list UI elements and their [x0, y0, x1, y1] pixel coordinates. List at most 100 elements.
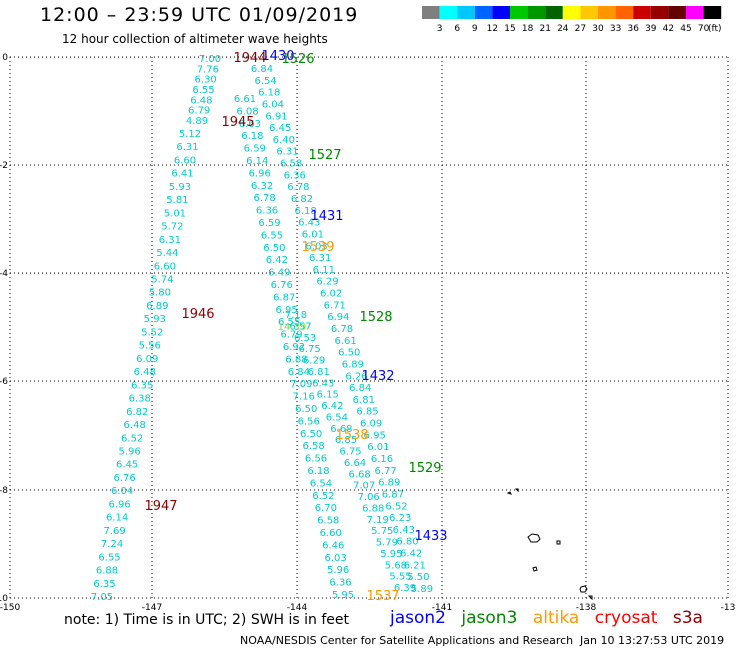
colorbar-swatch — [580, 6, 598, 19]
x-tick-label: -13 — [721, 603, 736, 610]
colorbar-label: 24 — [557, 24, 569, 34]
swh-value: 6.15 — [317, 390, 339, 401]
swh-value: 6.91 — [265, 111, 287, 122]
colorbar-label: 45 — [680, 24, 691, 34]
swh-value: 6.48 — [190, 95, 212, 106]
map-title: 12:00 – 23:59 UTC 01/09/2019 — [40, 4, 359, 26]
swh-value: 6.68 — [330, 424, 352, 435]
swh-value: 6.50 — [300, 429, 322, 440]
swh-value: 6.79 — [280, 330, 302, 341]
swh-value: 6.82 — [126, 407, 148, 418]
swh-value: 6.92 — [283, 342, 305, 353]
swh-value: 6.42 — [321, 401, 343, 412]
swh-value: 5.75 — [371, 526, 393, 537]
swh-value: 6.03 — [305, 241, 327, 252]
colorbar-label: 70 — [698, 24, 710, 34]
swh-value: 6.18 — [295, 206, 317, 217]
swh-value: 6.21 — [404, 560, 426, 571]
credit-line: NOAA/NESDIS Center for Satellite Applica… — [240, 634, 574, 647]
swh-value: 7.24 — [101, 539, 123, 550]
swh-value: 5.12 — [179, 129, 201, 140]
colorbar-swatch — [422, 6, 440, 19]
swh-value: 6.02 — [320, 289, 342, 300]
swh-value: 6.36 — [256, 206, 278, 217]
colorbar — [422, 6, 722, 19]
swh-value: 6.29 — [303, 356, 325, 367]
swh-value: 6.04 — [111, 486, 133, 497]
swh-value: 6.36 — [329, 578, 351, 589]
swh-value: 5.95 — [332, 590, 354, 601]
time-label: 1526 — [281, 52, 314, 67]
swh-value: 6.50 — [263, 243, 285, 254]
y-tick-label: -4 — [0, 269, 8, 279]
swh-value: 5.72 — [161, 222, 183, 233]
swh-value: 6.48 — [124, 420, 146, 431]
swh-value: 6.18 — [241, 131, 263, 142]
colorbar-label: 36 — [627, 24, 639, 34]
legend-altika: altika — [532, 608, 580, 628]
swh-value: 5.95 — [380, 549, 402, 560]
island-shape — [579, 585, 593, 601]
x-tick-label: -138 — [576, 603, 597, 610]
swh-value: 7.07 — [353, 481, 375, 492]
swh-value: 6.14 — [106, 513, 128, 524]
swh-value: 6.89 — [342, 359, 364, 370]
altimeter-map: 3 6 9 12 15 18 21 24 27 30 33 36 39 42 45 70 (ft) -150-… — [0, 6, 735, 610]
y-tick-label: 0 — [2, 53, 8, 63]
colorbar-swatch — [703, 6, 722, 19]
swh-value: 6.75 — [339, 447, 361, 458]
colorbar-label: 33 — [610, 24, 621, 34]
swh-value: 6.63 — [239, 119, 261, 130]
swh-value: 6.88 — [96, 566, 118, 577]
time-label: 1947 — [144, 499, 177, 514]
swh-value: 5.44 — [156, 248, 178, 259]
swh-value: 6.79 — [188, 106, 210, 117]
swh-value: 6.43 — [312, 378, 334, 389]
swh-value: 6.61 — [335, 336, 357, 347]
swh-value: 5.52 — [141, 327, 163, 338]
swh-value: 6.54 — [255, 76, 277, 87]
swh-value: 5.56 — [139, 341, 161, 352]
swh-value: 6.58 — [280, 159, 302, 170]
island-shape — [527, 533, 541, 543]
time-label: 1433 — [414, 529, 447, 544]
swh-value: 6.78 — [253, 193, 275, 204]
swh-value: 6.40 — [273, 135, 295, 146]
colorbar-unit: (ft) — [708, 24, 722, 34]
swh-value: 5.74 — [151, 275, 173, 286]
x-tick-label: -147 — [142, 603, 162, 610]
swh-value: 6.96 — [108, 499, 130, 510]
swh-value: 6.48 — [134, 367, 156, 378]
swh-value: 6.31 — [309, 253, 331, 264]
swh-value: 6.42 — [266, 255, 288, 266]
swh-value: 6.55 — [261, 230, 283, 241]
swh-value: 6.31 — [176, 142, 198, 153]
swh-value: 6.85 — [356, 407, 378, 418]
y-tick-label: -8 — [0, 486, 8, 496]
swh-value: 5.96 — [119, 446, 141, 457]
swh-value: 6.61 — [234, 94, 256, 105]
time-label: 1527 — [308, 148, 341, 163]
time-label: 1946 — [181, 307, 214, 322]
swh-value: 6.85 — [335, 435, 357, 446]
x-tick-label: -150 — [0, 603, 20, 610]
colorbar-swatch — [545, 6, 563, 19]
colorbar-swatch — [650, 6, 669, 19]
swh-value: 6.82 — [291, 194, 313, 205]
swh-value: 7.16 — [293, 392, 315, 403]
colorbar-label: 18 — [522, 24, 534, 34]
swh-value: 6.75 — [298, 344, 320, 355]
swh-value: 5.80 — [149, 288, 171, 299]
swh-value: 6.54 — [310, 478, 332, 489]
axis-labels: -150 -147 -144 -141 -138 -13 0 -2 -4 -6 -8 -10 — [0, 53, 735, 610]
swh-value: 6.36 — [284, 170, 306, 181]
swh-value: 6.60 — [320, 528, 342, 539]
colorbar-swatch — [686, 6, 704, 19]
swh-value: 6.03 — [325, 553, 347, 564]
swh-value: 6.64 — [344, 458, 366, 469]
legend-cryosat: cryosat — [594, 608, 658, 628]
swh-value: 6.42 — [400, 549, 422, 560]
time-label: 1432 — [361, 369, 394, 384]
swh-value: 6.39 — [394, 583, 416, 594]
